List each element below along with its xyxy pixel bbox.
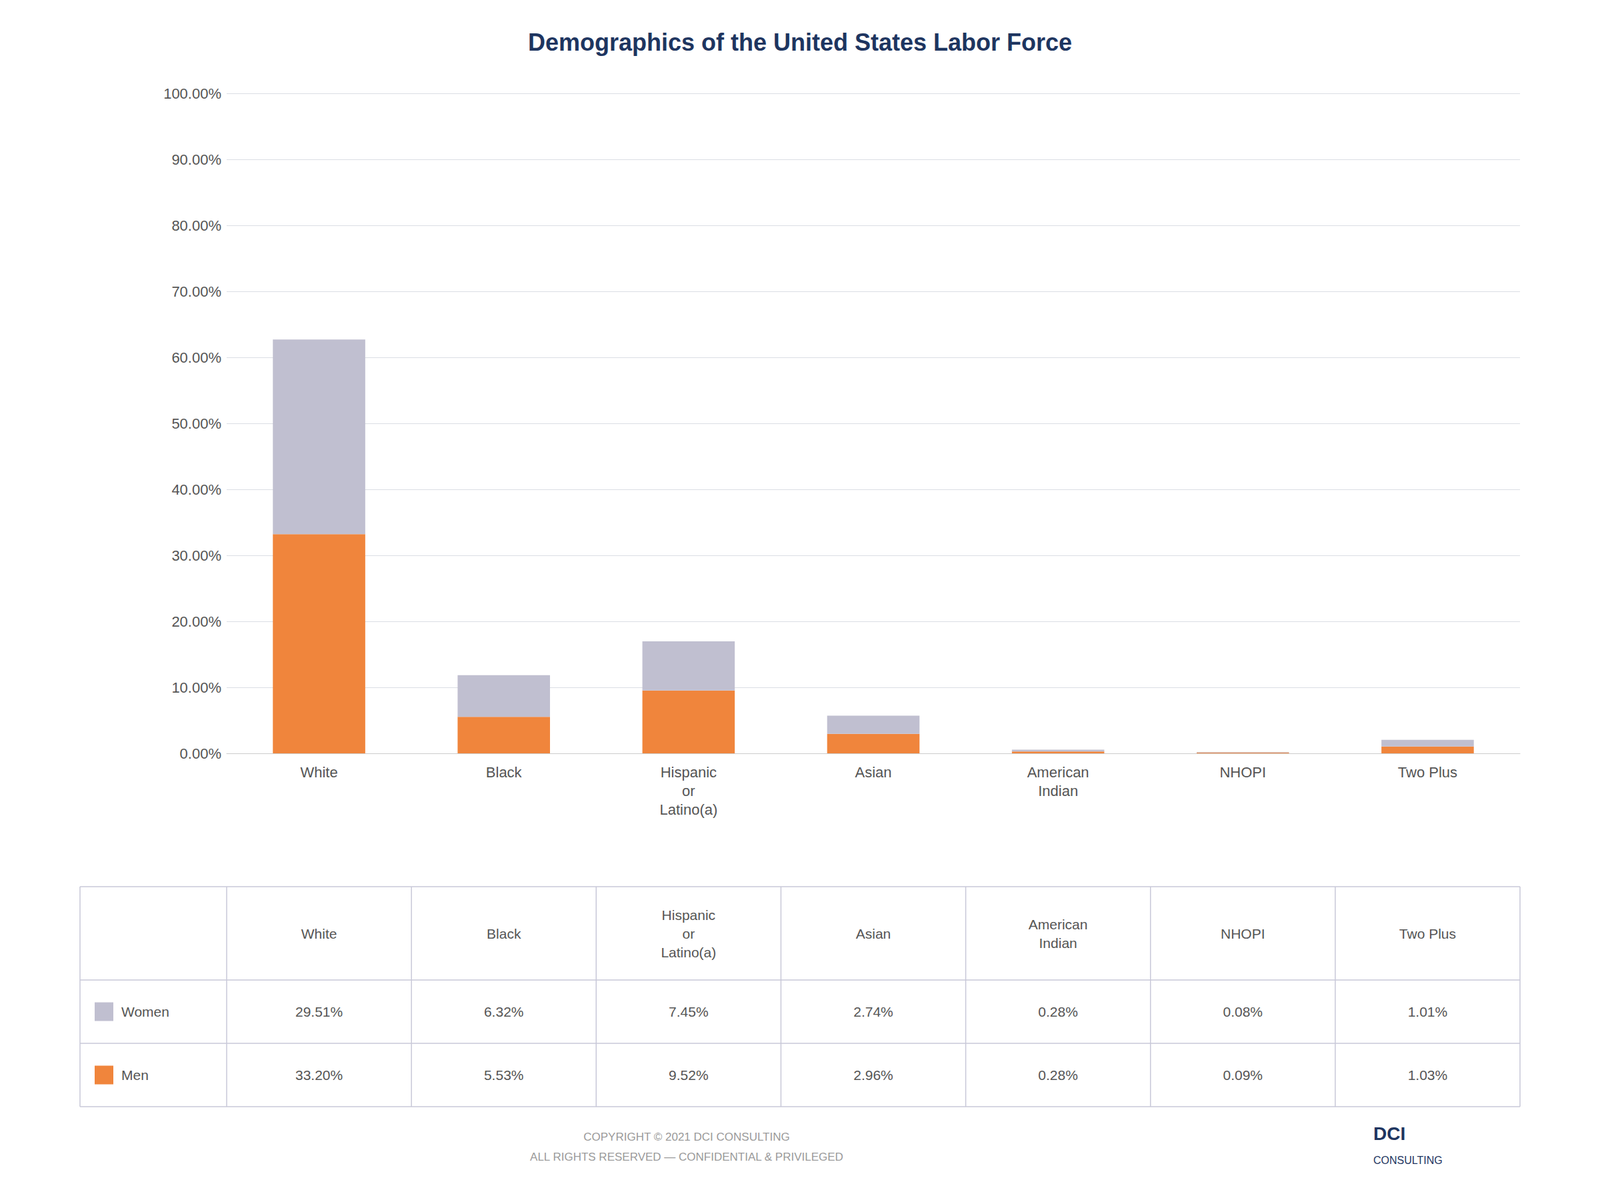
- svg-text:0.28%: 0.28%: [1038, 1067, 1078, 1083]
- svg-text:10.00%: 10.00%: [171, 679, 222, 696]
- svg-text:5.53%: 5.53%: [484, 1067, 524, 1083]
- svg-text:9.52%: 9.52%: [668, 1067, 709, 1083]
- svg-text:White: White: [300, 764, 338, 781]
- svg-text:60.00%: 60.00%: [171, 349, 222, 366]
- svg-text:29.51%: 29.51%: [295, 1004, 343, 1020]
- svg-text:Latino(a): Latino(a): [660, 944, 716, 960]
- svg-text:0.09%: 0.09%: [1223, 1067, 1264, 1083]
- svg-text:Hispanic: Hispanic: [662, 907, 716, 923]
- svg-text:1.01%: 1.01%: [1408, 1004, 1448, 1020]
- svg-text:ALL RIGHTS RESERVED — CONFIDEN: ALL RIGHTS RESERVED — CONFIDENTIAL & PRI…: [530, 1150, 844, 1164]
- svg-text:90.00%: 90.00%: [171, 151, 222, 168]
- svg-text:20.00%: 20.00%: [171, 613, 222, 630]
- svg-text:40.00%: 40.00%: [171, 481, 222, 498]
- svg-text:American: American: [1028, 916, 1088, 932]
- svg-text:Two Plus: Two Plus: [1398, 764, 1458, 781]
- svg-text:0.28%: 0.28%: [1038, 1004, 1078, 1020]
- svg-text:Men: Men: [121, 1067, 149, 1083]
- svg-text:30.00%: 30.00%: [171, 547, 222, 564]
- svg-text:or: or: [682, 926, 696, 942]
- svg-text:33.20%: 33.20%: [295, 1067, 343, 1083]
- svg-text:70.00%: 70.00%: [171, 283, 222, 300]
- svg-text:Indian: Indian: [1038, 782, 1078, 800]
- svg-text:100.00%: 100.00%: [163, 85, 222, 102]
- svg-text:Black: Black: [486, 764, 523, 781]
- svg-text:Two Plus: Two Plus: [1399, 926, 1456, 942]
- svg-text:50.00%: 50.00%: [171, 415, 222, 432]
- svg-text:Black: Black: [486, 926, 522, 942]
- svg-text:6.32%: 6.32%: [484, 1004, 524, 1020]
- svg-text:Asian: Asian: [856, 926, 892, 942]
- svg-text:DCI: DCI: [1373, 1123, 1406, 1144]
- svg-text:American: American: [1027, 764, 1090, 781]
- svg-text:Demographics of the United Sta: Demographics of the United States Labor …: [528, 28, 1072, 56]
- svg-text:COPYRIGHT © 2021 DCI CONSULTIN: COPYRIGHT © 2021 DCI CONSULTING: [583, 1130, 790, 1144]
- svg-text:80.00%: 80.00%: [171, 217, 222, 234]
- svg-text:White: White: [301, 926, 338, 942]
- svg-text:NHOPI: NHOPI: [1220, 926, 1266, 942]
- svg-text:Indian: Indian: [1039, 935, 1078, 951]
- svg-text:Asian: Asian: [854, 764, 892, 781]
- svg-text:1.03%: 1.03%: [1408, 1067, 1448, 1083]
- svg-text:0.00%: 0.00%: [180, 745, 222, 762]
- svg-text:Women: Women: [121, 1004, 170, 1020]
- svg-text:CONSULTING: CONSULTING: [1373, 1154, 1443, 1166]
- svg-text:0.08%: 0.08%: [1223, 1004, 1264, 1020]
- svg-text:7.45%: 7.45%: [668, 1004, 709, 1020]
- svg-text:2.96%: 2.96%: [853, 1067, 894, 1083]
- svg-text:NHOPI: NHOPI: [1219, 764, 1266, 781]
- svg-text:Latino(a): Latino(a): [659, 801, 718, 818]
- svg-text:Hispanic: Hispanic: [660, 764, 717, 781]
- svg-text:2.74%: 2.74%: [853, 1004, 894, 1020]
- svg-text:or: or: [682, 782, 696, 800]
